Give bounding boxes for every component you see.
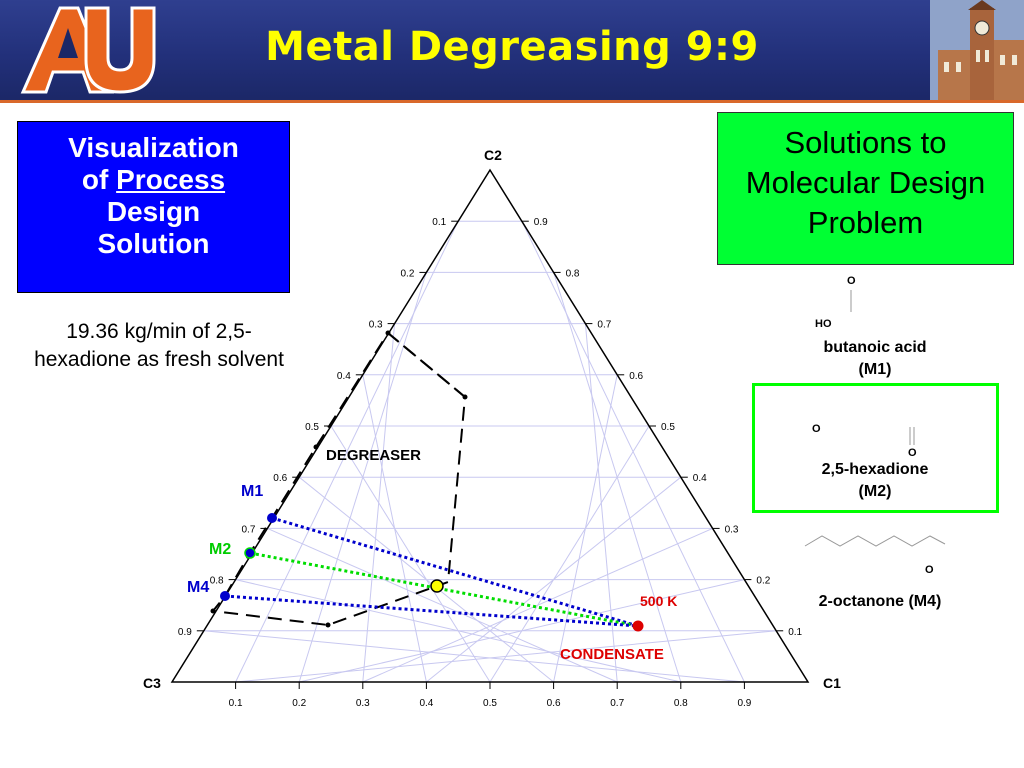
visualization-line-4: Solution	[97, 228, 210, 259]
grid-line-l-9	[521, 220, 745, 683]
right-tick-label-3: 0.6	[629, 371, 643, 382]
bottom-tick-label-1: 0.2	[292, 698, 306, 709]
right-tick-label-5: 0.4	[693, 473, 707, 484]
vertex-c1-label: C1	[823, 675, 841, 691]
m2-double-bond-icon	[909, 427, 915, 445]
auburn-logo-icon	[20, 6, 156, 94]
right-tick-label-7: 0.2	[756, 576, 770, 587]
bottom-tick-label-4: 0.5	[483, 698, 497, 709]
m1-name: butanoic acid (M1)	[823, 339, 927, 378]
grid-line-r-9	[203, 630, 745, 683]
condensate-point	[632, 620, 644, 632]
left-tick-label-7: 0.8	[210, 576, 224, 587]
m1-bond-icon	[850, 290, 852, 312]
visualization-box: Visualization of Process Design Solution	[17, 121, 290, 293]
m2-name: 2,5-hexadione (M2)	[821, 461, 929, 500]
m4-name: 2-octanone (M4)	[818, 593, 942, 610]
m2-point-label: M2	[209, 541, 231, 558]
left-tick-label-1: 0.2	[400, 268, 414, 279]
left-tick-label-2: 0.3	[369, 320, 383, 331]
left-tick-label-4: 0.5	[305, 422, 319, 433]
left-tick-label-3: 0.4	[337, 371, 351, 382]
fresh-solvent-note: 19.36 kg/min of 2,5-hexadione as fresh s…	[34, 320, 284, 371]
boundary-point-vertex-b	[462, 394, 468, 400]
mixing-point	[430, 579, 444, 593]
page-title: Metal Degreasing 9:9	[265, 24, 759, 70]
bottom-tick-label-7: 0.8	[674, 698, 688, 709]
degreaser-label: DEGREASER	[326, 447, 421, 464]
selected-molecule-box	[752, 383, 999, 513]
m2-oxygen-1: O	[812, 423, 821, 435]
boundary-point-vertex-g	[313, 444, 319, 450]
m1-point	[267, 513, 277, 523]
m2-point	[244, 547, 256, 559]
left-tick-label-6: 0.7	[241, 524, 255, 535]
ternary-grid	[203, 220, 777, 683]
left-tick-label-8: 0.9	[178, 627, 192, 638]
bottom-tick-label-3: 0.4	[419, 698, 433, 709]
m4-point	[220, 591, 230, 601]
m1-point-label: M1	[241, 483, 263, 500]
process-underlined: Process	[116, 164, 226, 195]
m4-chain-icon	[804, 535, 946, 547]
process-paths	[210, 330, 644, 632]
clock-tower-icon	[930, 0, 1024, 100]
boundary-point-vertex-a	[385, 330, 391, 336]
m1-carbonyl-oxygen: O	[847, 275, 856, 287]
bottom-tick-label-5: 0.6	[547, 698, 561, 709]
right-tick-label-1: 0.8	[566, 268, 580, 279]
grid-line-l-8	[553, 272, 682, 683]
visualization-line-2: of Process	[81, 164, 226, 195]
right-tick-label-6: 0.3	[725, 524, 739, 535]
right-tick-label-2: 0.7	[597, 320, 611, 331]
visualization-line-3: Design	[106, 196, 201, 227]
boundary-point-vertex-f	[210, 608, 216, 614]
bottom-tick-label-8: 0.9	[737, 698, 751, 709]
vertex-c2-label: C2	[484, 147, 502, 163]
condensate-label: CONDENSATE	[560, 646, 664, 663]
left-tick-label-0: 0.1	[432, 217, 446, 228]
m2-oxygen-2: O	[908, 447, 917, 459]
boundary-point-vertex-e	[325, 622, 331, 628]
temperature-label: 500 K	[640, 593, 677, 609]
ternary-ticks: 0.1 0.2 0.3 0.4 0.5 0.6 0.7 0.8 0.9 0.9 0.8 0.7 0.6 0…	[178, 217, 803, 709]
right-tick-label-0: 0.9	[534, 217, 548, 228]
bottom-tick-label-2: 0.3	[356, 698, 370, 709]
bottom-tick-label-6: 0.7	[610, 698, 624, 709]
bottom-tick-label-0: 0.1	[229, 698, 243, 709]
m4-point-label: M4	[187, 579, 209, 596]
m4-oxygen: O	[925, 564, 934, 576]
m2-mixing-line	[249, 551, 639, 628]
m1-hydroxyl: HO	[815, 318, 832, 330]
grid-line-l-5	[489, 425, 650, 683]
left-tick-label-5: 0.6	[273, 473, 287, 484]
right-tick-label-8: 0.1	[788, 627, 802, 638]
visualization-line-1: Visualization	[68, 132, 239, 163]
right-tick-label-4: 0.5	[661, 422, 675, 433]
grid-line-l-7	[584, 323, 618, 683]
solutions-box: Solutions to Molecular Design Problem	[717, 112, 1014, 265]
header-banner: Metal Degreasing 9:9	[0, 0, 1024, 103]
header-stripe	[0, 100, 1024, 103]
grid-line-r-5	[330, 425, 491, 683]
m1-mixing-line	[271, 516, 639, 628]
grid-line-r-7	[267, 527, 618, 683]
vertex-c3-label: C3	[143, 675, 161, 691]
